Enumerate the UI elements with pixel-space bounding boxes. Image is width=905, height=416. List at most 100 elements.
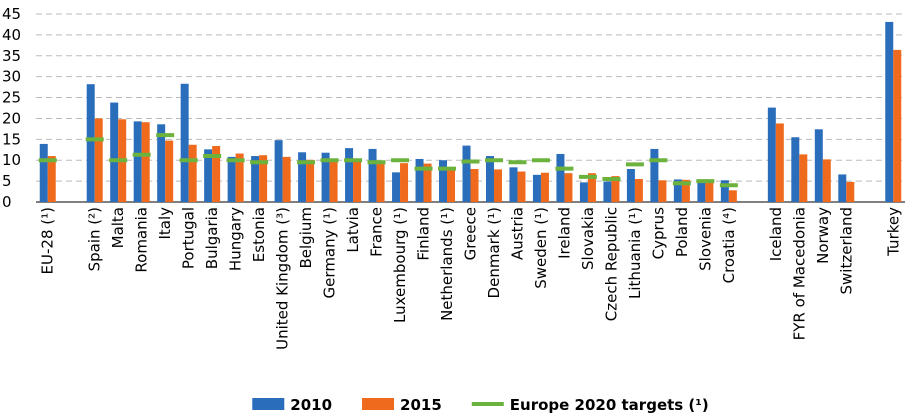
bar xyxy=(282,156,291,202)
x-tick-label: Sweden (¹) xyxy=(532,207,550,289)
bar xyxy=(587,173,596,202)
bar xyxy=(235,153,244,202)
bar xyxy=(462,145,471,202)
bar xyxy=(775,123,784,202)
bar xyxy=(368,148,377,202)
bar xyxy=(540,172,549,202)
legend-swatch xyxy=(252,398,285,410)
x-tick-label: Cyprus xyxy=(649,207,667,260)
bar xyxy=(376,163,385,202)
bar xyxy=(251,156,260,202)
y-tick-label: 5 xyxy=(2,172,12,190)
x-tick-label: Italy xyxy=(156,207,174,240)
legend-label: Europe 2020 targets (¹) xyxy=(510,396,709,414)
bar xyxy=(227,156,236,202)
bar xyxy=(822,159,831,202)
x-tick-label: Netherlands (¹) xyxy=(438,207,456,321)
bar xyxy=(392,172,401,202)
bar xyxy=(838,174,847,202)
bar xyxy=(110,102,119,202)
bar xyxy=(650,148,659,202)
bar xyxy=(705,181,714,202)
bar xyxy=(39,143,48,202)
bar xyxy=(893,49,902,202)
bar xyxy=(681,179,690,202)
bar xyxy=(564,173,573,202)
y-tick-label: 35 xyxy=(2,47,21,65)
legend-label: 2015 xyxy=(400,396,442,414)
x-tick-label: Austria xyxy=(508,207,526,260)
bar xyxy=(400,163,409,202)
bar xyxy=(274,140,283,202)
bar xyxy=(697,181,706,202)
x-tick-label: Bulgaria xyxy=(203,207,221,269)
legend-swatch xyxy=(362,398,395,410)
legend: 2010 2015 Europe 2020 targets (¹) xyxy=(252,396,709,414)
bar xyxy=(157,124,166,202)
bar xyxy=(658,180,667,202)
bar xyxy=(415,158,424,202)
x-tick-label: Denmark (¹) xyxy=(485,207,503,298)
bar xyxy=(329,159,338,202)
y-tick-label: 30 xyxy=(2,68,21,86)
bar xyxy=(133,121,142,202)
bar xyxy=(532,174,541,202)
x-tick-label: Iceland xyxy=(767,207,785,261)
y-tick-label: 20 xyxy=(2,109,21,127)
bar xyxy=(298,152,307,202)
x-tick-label: Czech Republic xyxy=(602,207,620,321)
bar xyxy=(212,146,221,202)
bar xyxy=(353,160,362,202)
bar xyxy=(814,129,823,202)
x-tick-label: Croatia (⁴) xyxy=(720,207,738,283)
x-tick-label: Slovakia xyxy=(579,207,597,270)
bar xyxy=(94,118,103,202)
x-tick-label: EU-28 (¹) xyxy=(39,207,57,274)
bar xyxy=(306,159,315,202)
bar xyxy=(626,168,635,202)
bar xyxy=(767,107,776,202)
x-tick-label: Romania xyxy=(133,207,151,273)
x-tick-label: Lithuania (¹) xyxy=(626,207,644,299)
bar xyxy=(603,181,612,202)
bar xyxy=(673,179,682,202)
y-tick-label: 40 xyxy=(2,26,21,44)
x-tick-label: Poland xyxy=(673,207,691,257)
y-tick-label: 45 xyxy=(2,5,21,23)
bar xyxy=(470,168,479,202)
x-tick-label: Greece xyxy=(462,207,480,260)
x-tick-label: Norway xyxy=(814,207,832,264)
bar xyxy=(345,148,354,202)
bar xyxy=(799,154,808,202)
bar xyxy=(86,84,95,202)
x-tick-label: Luxembourg (¹) xyxy=(391,207,409,323)
bar xyxy=(634,179,643,202)
bar xyxy=(165,140,174,202)
bar xyxy=(720,180,729,202)
bar xyxy=(556,153,565,202)
bar xyxy=(188,144,197,202)
y-tick-label: 10 xyxy=(2,151,21,169)
x-tick-label: Slovenia xyxy=(696,207,714,271)
bar xyxy=(447,167,456,202)
x-tick-label: Portugal xyxy=(180,207,198,269)
bar xyxy=(493,169,502,202)
bar xyxy=(846,181,855,202)
bar xyxy=(47,156,56,202)
bar xyxy=(509,167,518,202)
x-tick-label: Ireland xyxy=(555,207,573,259)
x-tick-label: Malta xyxy=(109,207,127,248)
x-tick-label: Finland xyxy=(415,207,433,261)
bar xyxy=(611,176,620,202)
x-tick-label: Switzerland xyxy=(837,207,855,295)
bar xyxy=(321,152,330,202)
bar xyxy=(141,122,150,202)
bar xyxy=(439,160,448,202)
y-tick-label: 0 xyxy=(2,193,12,211)
bar xyxy=(517,171,526,202)
x-tick-label: Latvia xyxy=(344,207,362,253)
bar xyxy=(885,21,894,203)
x-tick-label: France xyxy=(368,207,386,257)
bar xyxy=(485,156,494,202)
